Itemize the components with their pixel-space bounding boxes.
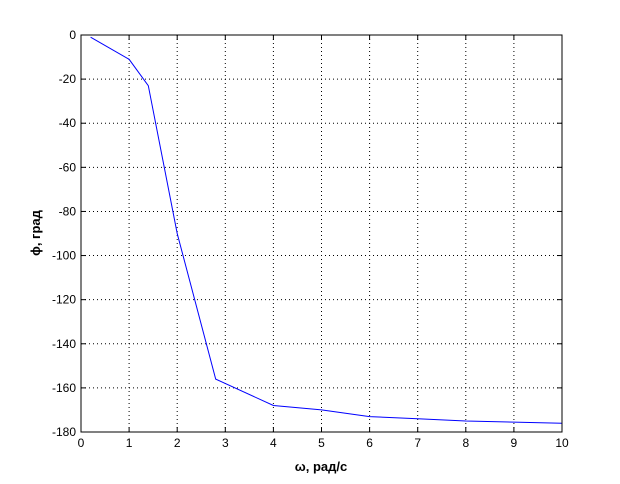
x-tick-label: 2 xyxy=(174,436,181,450)
y-tick-labels: 0 -20 -40 -60 -80 -100 -120 -140 -160 -180 xyxy=(52,28,76,439)
y-tick-label: 0 xyxy=(69,28,76,42)
x-tick-label: 6 xyxy=(366,436,373,450)
x-tick-label: 7 xyxy=(414,436,421,450)
x-tick-labels: 0 1 2 3 4 5 6 7 8 9 10 xyxy=(78,436,569,450)
phase-series-line xyxy=(90,36,563,424)
y-axis-label: ϕ, град xyxy=(28,209,43,256)
y-tick-label: -40 xyxy=(59,116,77,130)
y-tick-label: -180 xyxy=(52,425,76,439)
x-tick-label: 1 xyxy=(126,436,133,450)
x-tick-label: 5 xyxy=(318,436,325,450)
y-tick-label: -80 xyxy=(59,204,77,218)
plot-frame xyxy=(80,34,563,433)
x-tick-label: 9 xyxy=(511,436,518,450)
y-tick-label: -60 xyxy=(59,160,77,174)
x-tick-label: 10 xyxy=(555,436,569,450)
series-group xyxy=(90,36,563,424)
plot-area xyxy=(81,35,562,432)
y-tick-label: -140 xyxy=(52,337,76,351)
x-tick-label: 3 xyxy=(222,436,229,450)
x-tick-label: 4 xyxy=(270,436,277,450)
y-tick-label: -20 xyxy=(59,72,77,86)
y-tick-label: -160 xyxy=(52,381,76,395)
y-tick-label: -120 xyxy=(52,293,76,307)
x-axis-label: ω, рад/с xyxy=(295,459,347,474)
x-tick-label: 8 xyxy=(462,436,469,450)
grid-lines xyxy=(81,35,562,432)
x-tick-label: 0 xyxy=(78,436,85,450)
y-tick-label: -100 xyxy=(52,249,76,263)
